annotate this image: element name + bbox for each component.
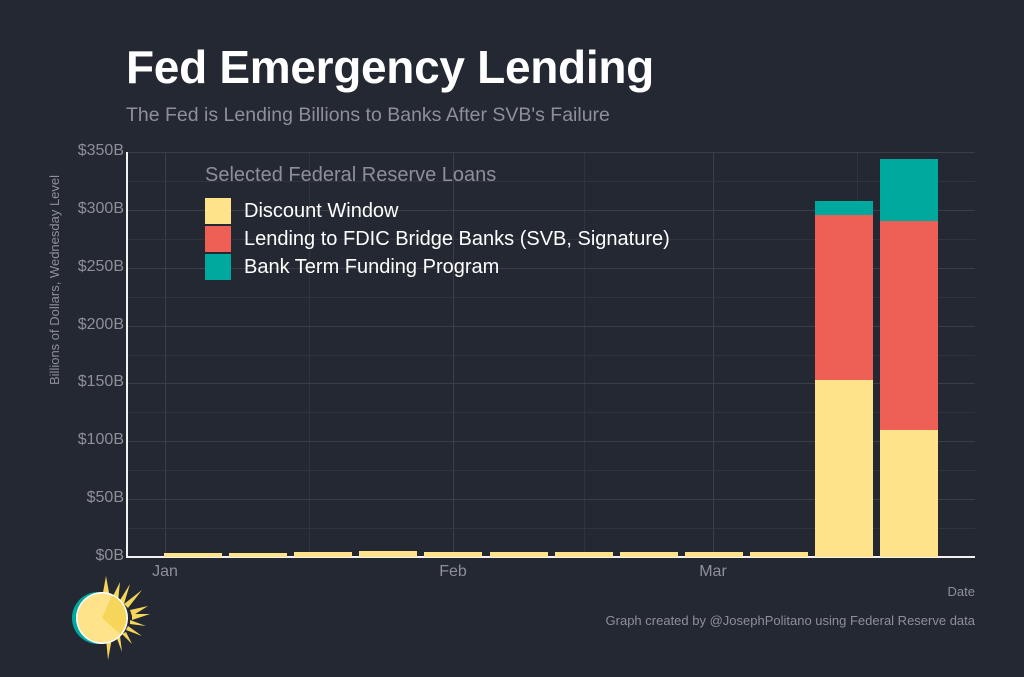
gridline-horizontal bbox=[126, 267, 975, 269]
bar-segment bbox=[294, 551, 353, 557]
source-caption: Graph created by @JosephPolitano using F… bbox=[605, 613, 975, 628]
y-axis-label: Billions of Dollars, Wednesday Level bbox=[47, 174, 62, 385]
gridline-horizontal bbox=[126, 470, 975, 472]
bar-segment bbox=[815, 379, 873, 557]
y-tick-label: $50B bbox=[86, 489, 124, 507]
x-tick-mar: Mar bbox=[699, 563, 727, 580]
gridline-horizontal bbox=[126, 180, 975, 182]
x-tick-feb: Feb bbox=[439, 563, 467, 580]
bar-segment bbox=[880, 158, 939, 222]
y-tick-label: $350B bbox=[77, 142, 124, 159]
gridline-horizontal bbox=[126, 441, 975, 443]
bar-2023-02-22 bbox=[619, 551, 678, 557]
y-axis-line bbox=[126, 152, 128, 557]
bar-segment bbox=[229, 552, 288, 557]
bar-2023-02-08 bbox=[489, 551, 548, 557]
gridline-horizontal bbox=[126, 528, 975, 530]
x-axis-line bbox=[126, 556, 975, 558]
gridline-horizontal bbox=[126, 499, 975, 501]
chart-title: Fed Emergency Lending bbox=[126, 41, 654, 93]
bar-2023-01-04 bbox=[164, 552, 222, 557]
bar-segment bbox=[880, 429, 939, 557]
y-tick-label: $100B bbox=[77, 431, 124, 449]
bar-segment bbox=[684, 552, 743, 557]
gridline-horizontal bbox=[126, 296, 975, 298]
y-tick-label: $0B bbox=[95, 547, 124, 564]
bar-2023-03-15 bbox=[815, 200, 873, 557]
bar-2023-02-15 bbox=[554, 551, 613, 557]
bar-segment bbox=[880, 221, 939, 430]
legend-label: Discount Window bbox=[244, 199, 399, 222]
legend-label: Lending to FDIC Bridge Banks (SVB, Signa… bbox=[244, 227, 670, 250]
bar-segment bbox=[815, 214, 873, 380]
y-tick-label: $200B bbox=[77, 315, 124, 333]
y-tick-label: $250B bbox=[77, 257, 124, 275]
legend-title: Selected Federal Reserve Loans bbox=[205, 164, 497, 186]
bar-segment bbox=[489, 551, 548, 557]
sun-logo-icon bbox=[68, 576, 152, 660]
bar-segment bbox=[359, 550, 418, 557]
legend-item-fdic-bridge: Lending to FDIC Bridge Banks (SVB, Signa… bbox=[205, 226, 670, 252]
bar-2023-01-11 bbox=[229, 552, 288, 557]
bar-segment bbox=[749, 551, 808, 557]
bar-2023-03-22 bbox=[880, 158, 939, 557]
bar-2023-01-18 bbox=[294, 551, 353, 557]
bar-2023-02-01 bbox=[424, 551, 483, 557]
x-axis-label: Date bbox=[947, 584, 975, 599]
gridline-horizontal bbox=[126, 325, 975, 327]
gridline-horizontal bbox=[126, 383, 975, 385]
legend-label: Bank Term Funding Program bbox=[244, 255, 500, 278]
bar-2023-01-25 bbox=[359, 550, 418, 557]
gridline-horizontal bbox=[126, 209, 975, 211]
bar-segment bbox=[554, 551, 613, 557]
bar-2023-03-08 bbox=[749, 551, 808, 557]
gridline-horizontal bbox=[126, 354, 975, 356]
bar-2023-03-01 bbox=[684, 552, 743, 557]
legend-swatch-red bbox=[205, 226, 231, 252]
bar-segment bbox=[619, 551, 678, 557]
gridline-horizontal bbox=[126, 238, 975, 240]
y-tick-label: $300B bbox=[77, 199, 124, 217]
legend-swatch-teal bbox=[205, 254, 231, 280]
gridline-horizontal bbox=[126, 152, 975, 153]
plot-area bbox=[126, 152, 975, 558]
chart-subtitle: The Fed is Lending Billions to Banks Aft… bbox=[126, 104, 610, 126]
legend-item-discount-window: Discount Window bbox=[205, 198, 399, 224]
legend-swatch-yellow bbox=[205, 198, 231, 224]
y-tick-label: $150B bbox=[77, 373, 124, 391]
bar-segment bbox=[815, 200, 873, 215]
legend-item-btfp: Bank Term Funding Program bbox=[205, 254, 499, 280]
bar-segment bbox=[164, 552, 222, 557]
gridline-horizontal bbox=[126, 412, 975, 414]
bar-segment bbox=[424, 551, 483, 557]
x-tick-jan: Jan bbox=[152, 563, 178, 580]
